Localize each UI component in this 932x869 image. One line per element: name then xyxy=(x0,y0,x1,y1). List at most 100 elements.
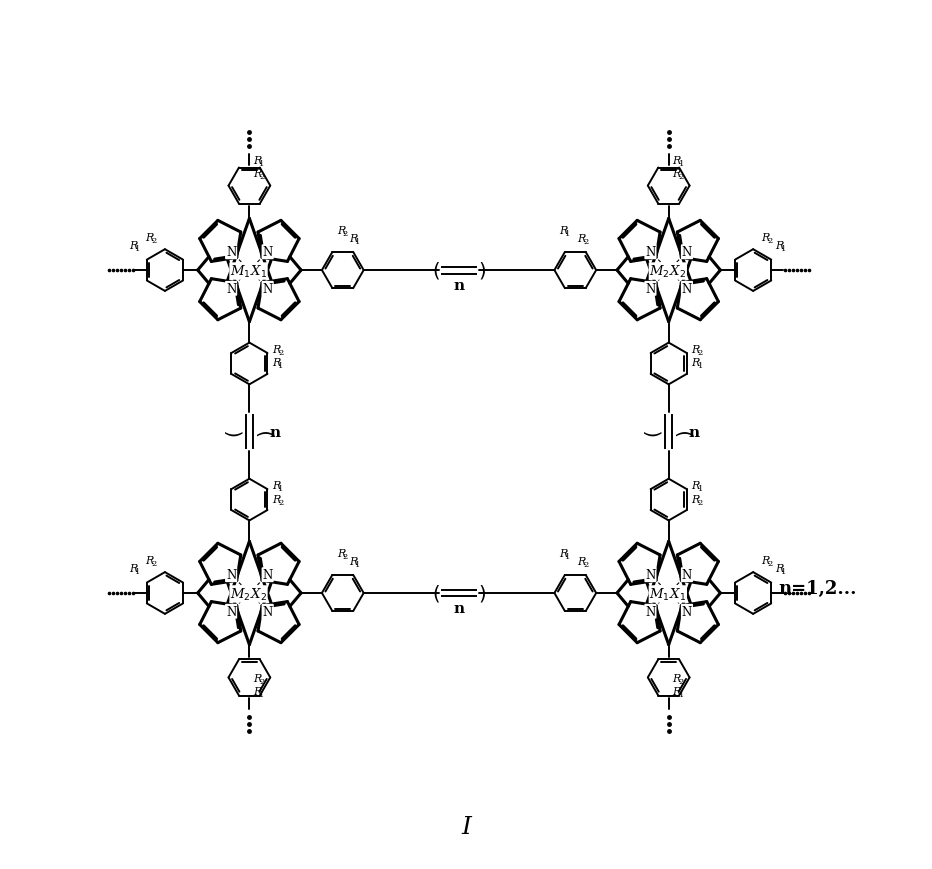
Text: 2: 2 xyxy=(697,498,703,506)
Text: ): ) xyxy=(478,262,486,280)
Text: 2: 2 xyxy=(583,561,588,568)
Text: M$_{2}$: M$_{2}$ xyxy=(650,263,670,280)
Text: R: R xyxy=(336,548,345,559)
Text: R: R xyxy=(272,344,281,354)
Text: X$_{2}$: X$_{2}$ xyxy=(669,263,686,280)
Text: M$_{2}$: M$_{2}$ xyxy=(230,587,251,602)
Text: N: N xyxy=(263,605,273,618)
Text: 1: 1 xyxy=(355,561,360,568)
Text: (: ( xyxy=(643,428,663,435)
Text: M$_{1}$: M$_{1}$ xyxy=(230,263,251,280)
Text: X$_{1}$: X$_{1}$ xyxy=(250,263,267,280)
Text: N: N xyxy=(645,605,655,618)
Text: 2: 2 xyxy=(259,678,265,686)
Text: 1: 1 xyxy=(781,567,787,575)
Text: 2: 2 xyxy=(279,498,283,506)
Text: N: N xyxy=(682,605,692,618)
Text: N: N xyxy=(645,282,655,295)
Text: R: R xyxy=(272,480,281,490)
Text: 1: 1 xyxy=(279,362,283,370)
Text: 2: 2 xyxy=(151,560,157,567)
Text: R: R xyxy=(673,687,681,697)
Text: 1: 1 xyxy=(697,484,703,492)
Text: n: n xyxy=(454,601,465,615)
Text: n: n xyxy=(454,279,465,293)
Text: X$_{2}$: X$_{2}$ xyxy=(250,587,267,602)
Text: R: R xyxy=(559,548,568,559)
Text: R: R xyxy=(254,673,262,684)
Text: 1: 1 xyxy=(697,362,703,370)
Text: n=1,2...: n=1,2... xyxy=(778,580,857,597)
Text: R: R xyxy=(336,226,345,236)
Text: n: n xyxy=(689,425,700,439)
Text: n: n xyxy=(269,425,281,439)
Text: 2: 2 xyxy=(678,172,684,181)
Text: R: R xyxy=(692,344,700,354)
Text: N: N xyxy=(263,282,273,295)
Text: (: ( xyxy=(432,262,440,280)
Text: 2: 2 xyxy=(678,678,684,686)
Text: 1: 1 xyxy=(566,230,570,238)
Text: R: R xyxy=(775,563,784,574)
Text: N: N xyxy=(226,246,236,259)
Text: R: R xyxy=(775,241,784,251)
Text: (: ( xyxy=(224,428,243,435)
Text: N: N xyxy=(645,568,655,581)
Text: 1: 1 xyxy=(781,245,787,253)
Text: R: R xyxy=(577,234,585,244)
Text: I: I xyxy=(461,815,471,838)
Text: R: R xyxy=(673,673,681,684)
Text: 1: 1 xyxy=(355,238,360,246)
Text: 1: 1 xyxy=(678,160,684,168)
Text: ): ) xyxy=(675,428,694,436)
Text: N: N xyxy=(226,568,236,581)
Text: R: R xyxy=(761,233,770,243)
Text: 2: 2 xyxy=(583,238,588,246)
Text: R: R xyxy=(559,226,568,236)
Text: R: R xyxy=(130,241,138,251)
Text: N: N xyxy=(682,282,692,295)
Text: N: N xyxy=(682,568,692,581)
Text: N: N xyxy=(263,568,273,581)
Text: 2: 2 xyxy=(767,560,773,567)
Text: 1: 1 xyxy=(566,553,570,561)
Text: N: N xyxy=(226,605,236,618)
Text: R: R xyxy=(673,169,681,178)
Text: 1: 1 xyxy=(678,691,684,699)
Text: 2: 2 xyxy=(343,553,348,561)
Text: R: R xyxy=(272,494,281,504)
Text: R: R xyxy=(692,358,700,368)
Text: R: R xyxy=(254,169,262,178)
Text: R: R xyxy=(349,556,357,567)
Text: ): ) xyxy=(478,584,486,603)
Text: R: R xyxy=(145,555,154,566)
Text: X$_{1}$: X$_{1}$ xyxy=(669,587,686,602)
Text: N: N xyxy=(263,246,273,259)
Text: N: N xyxy=(645,246,655,259)
Text: 1: 1 xyxy=(279,484,283,492)
Text: N: N xyxy=(226,282,236,295)
Text: R: R xyxy=(272,358,281,368)
Text: R: R xyxy=(130,563,138,574)
Text: R: R xyxy=(761,555,770,566)
Text: 2: 2 xyxy=(697,348,703,356)
Text: N: N xyxy=(682,246,692,259)
Text: 2: 2 xyxy=(151,237,157,245)
Text: R: R xyxy=(254,156,262,165)
Text: 1: 1 xyxy=(259,160,265,168)
Text: 2: 2 xyxy=(343,230,348,238)
Text: R: R xyxy=(692,494,700,504)
Text: (: ( xyxy=(432,584,440,603)
Text: M$_{1}$: M$_{1}$ xyxy=(650,587,670,602)
Text: 2: 2 xyxy=(767,237,773,245)
Text: R: R xyxy=(254,687,262,697)
Text: R: R xyxy=(349,234,357,244)
Text: R: R xyxy=(692,480,700,490)
Text: R: R xyxy=(577,556,585,567)
Text: R: R xyxy=(673,156,681,165)
Text: 2: 2 xyxy=(279,348,283,356)
Text: 1: 1 xyxy=(135,567,141,575)
Text: ): ) xyxy=(255,428,275,436)
Text: R: R xyxy=(145,233,154,243)
Text: 1: 1 xyxy=(259,691,265,699)
